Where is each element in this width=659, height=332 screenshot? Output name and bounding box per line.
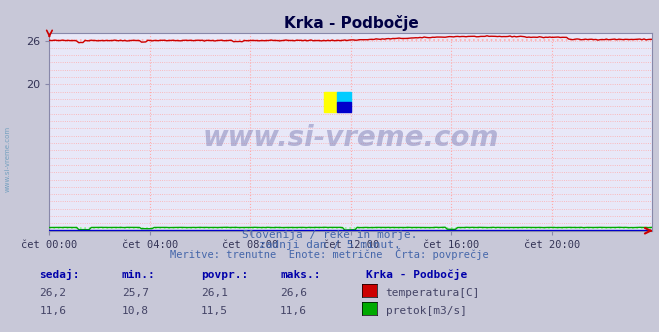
Text: www.si-vreme.com: www.si-vreme.com (5, 126, 11, 193)
Text: 26,2: 26,2 (40, 288, 67, 298)
Text: temperatura[C]: temperatura[C] (386, 288, 480, 298)
Bar (337, 92, 351, 102)
Text: 11,6: 11,6 (280, 306, 307, 316)
Text: 11,5: 11,5 (201, 306, 228, 316)
Bar (337, 102, 351, 112)
Text: 11,6: 11,6 (40, 306, 67, 316)
Text: 10,8: 10,8 (122, 306, 149, 316)
Text: 25,7: 25,7 (122, 288, 149, 298)
Title: Krka - Podbočje: Krka - Podbočje (283, 15, 418, 31)
Text: 26,1: 26,1 (201, 288, 228, 298)
Bar (324, 93, 337, 112)
Text: 26,6: 26,6 (280, 288, 307, 298)
Text: maks.:: maks.: (280, 270, 320, 280)
Text: Meritve: trenutne  Enote: metrične  Črta: povprečje: Meritve: trenutne Enote: metrične Črta: … (170, 248, 489, 260)
Text: www.si-vreme.com: www.si-vreme.com (203, 124, 499, 152)
Text: povpr.:: povpr.: (201, 270, 248, 280)
Text: zadnji dan / 5 minut.: zadnji dan / 5 minut. (258, 240, 401, 250)
Text: Krka - Podbočje: Krka - Podbočje (366, 269, 467, 280)
Text: pretok[m3/s]: pretok[m3/s] (386, 306, 467, 316)
Text: min.:: min.: (122, 270, 156, 280)
Text: sedaj:: sedaj: (40, 269, 80, 280)
Text: Slovenija / reke in morje.: Slovenija / reke in morje. (242, 230, 417, 240)
